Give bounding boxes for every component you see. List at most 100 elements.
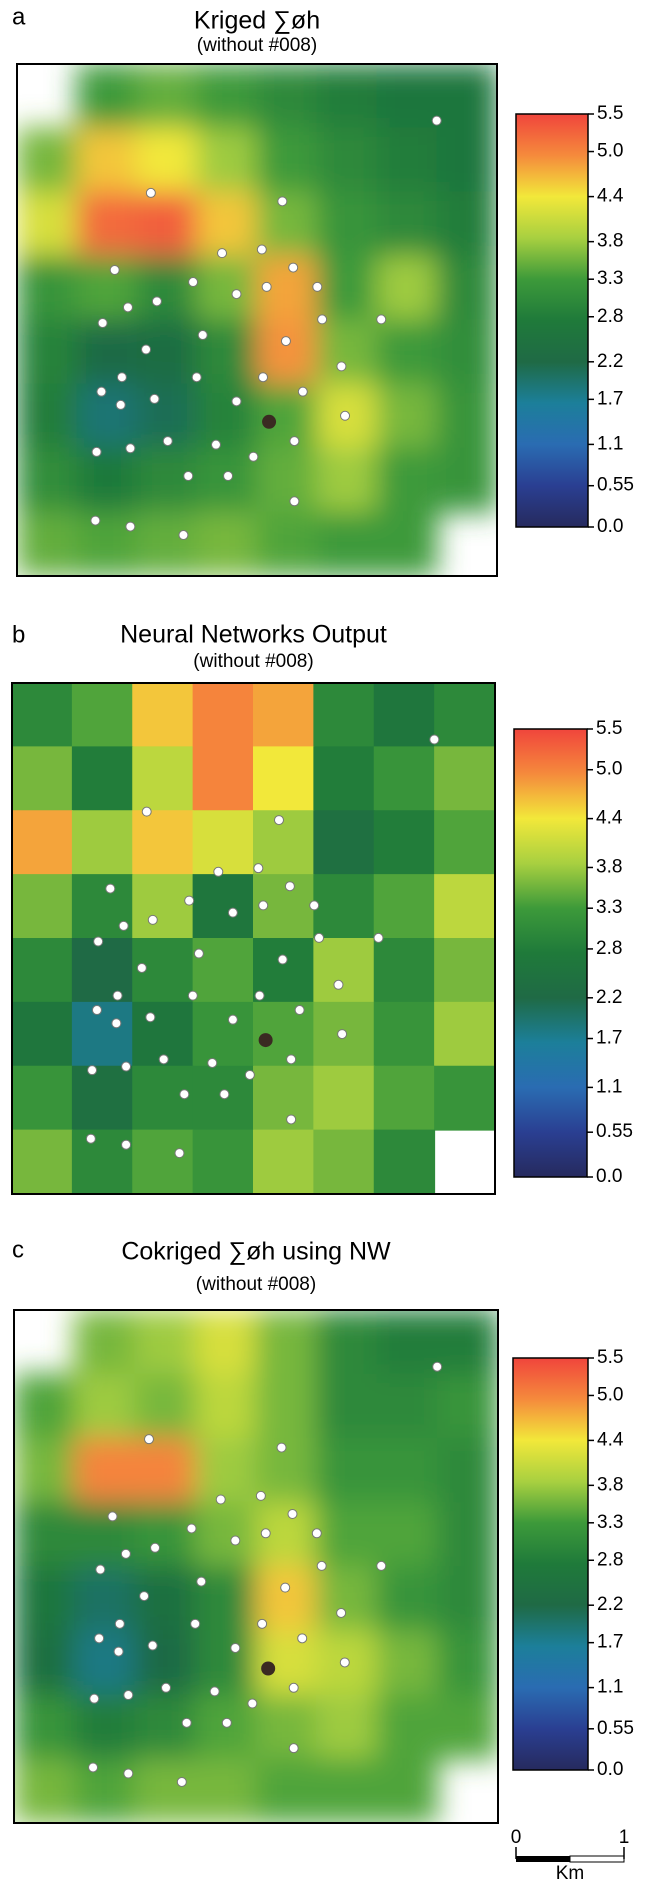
map-cell xyxy=(196,127,258,193)
map-cell xyxy=(192,746,254,812)
well xyxy=(105,883,116,894)
panel-label: b xyxy=(12,621,25,648)
well xyxy=(183,471,194,482)
map-cell xyxy=(192,1129,254,1194)
map-cell xyxy=(134,1373,196,1439)
well xyxy=(184,895,195,906)
map-cell xyxy=(14,1758,75,1823)
map-cell xyxy=(192,938,254,1003)
colorbar-tick-label: 3.3 xyxy=(597,268,623,289)
map-frame xyxy=(16,63,498,577)
map-cell xyxy=(437,1501,498,1567)
map-cell xyxy=(434,746,495,812)
map-cell xyxy=(136,64,198,129)
map-cell xyxy=(253,1065,315,1131)
map-cell xyxy=(376,1373,438,1439)
map-cell xyxy=(253,683,315,748)
well xyxy=(258,900,269,911)
colorbar-tick-label: 2.8 xyxy=(596,938,622,959)
map-cell xyxy=(313,683,375,748)
map-cell xyxy=(376,1566,438,1632)
well xyxy=(161,1682,172,1693)
well xyxy=(277,954,288,965)
colorbar-tick-label: 4.4 xyxy=(597,1429,624,1450)
map-cell xyxy=(71,810,134,876)
map-cell xyxy=(253,938,315,1003)
map-cell xyxy=(136,255,198,321)
map-cell xyxy=(376,255,438,321)
map-cell xyxy=(76,127,138,193)
well xyxy=(141,806,152,817)
map-cell xyxy=(253,746,315,812)
map-cell xyxy=(192,683,254,748)
well xyxy=(91,446,102,457)
map-cell xyxy=(76,447,138,513)
map-cell xyxy=(71,1129,134,1194)
map-cell xyxy=(132,746,194,812)
map-cell xyxy=(17,255,78,321)
map-cell xyxy=(12,938,73,1003)
well xyxy=(191,372,202,383)
map-cell xyxy=(196,255,258,321)
map-cell xyxy=(196,191,258,257)
map-cell xyxy=(434,1065,495,1131)
panel-title: Kriged ∑øh xyxy=(194,7,320,35)
map-cell xyxy=(196,511,258,576)
map-cell xyxy=(76,383,138,449)
well xyxy=(178,530,189,541)
well xyxy=(145,1012,156,1023)
well xyxy=(91,1005,102,1016)
map-cell xyxy=(17,511,78,576)
map-cell xyxy=(14,1437,75,1503)
map-cell xyxy=(74,1566,136,1632)
well xyxy=(193,948,204,959)
map-area xyxy=(12,683,495,1194)
well xyxy=(289,436,300,447)
well xyxy=(333,979,344,990)
well xyxy=(113,1646,124,1657)
map-cell xyxy=(376,1630,438,1696)
well xyxy=(158,1054,169,1065)
well xyxy=(221,1717,232,1728)
colorbar-tick-label: 1.7 xyxy=(597,1632,623,1653)
well xyxy=(209,1686,220,1697)
map-cell xyxy=(437,1437,498,1503)
map-cell xyxy=(76,511,138,576)
map-cell xyxy=(12,1001,73,1067)
map-cell xyxy=(14,1566,75,1632)
map-cell xyxy=(12,810,73,876)
map-cell xyxy=(74,1373,136,1439)
well xyxy=(174,1148,185,1159)
colorbar-tick-label: 3.8 xyxy=(596,856,622,877)
map-cell xyxy=(253,1129,315,1194)
map-cell xyxy=(136,191,198,257)
map-cell xyxy=(313,938,375,1003)
well xyxy=(123,1690,134,1701)
well xyxy=(114,1618,125,1629)
map-cell xyxy=(255,1758,317,1823)
well xyxy=(288,1743,299,1754)
map-cell xyxy=(192,1001,254,1067)
well-008 xyxy=(262,414,277,429)
colorbar-tick-label: 3.3 xyxy=(596,897,622,918)
well xyxy=(376,314,387,325)
well xyxy=(147,914,158,925)
colorbar-tick-label: 2.8 xyxy=(597,1549,623,1570)
colorbar-tick-label: 5.0 xyxy=(597,1384,623,1405)
map-cell xyxy=(74,1630,136,1696)
map-frame xyxy=(13,1309,499,1824)
well xyxy=(287,1508,298,1519)
map-cell xyxy=(376,383,438,449)
well xyxy=(286,1054,297,1065)
colorbar-tick-label: 0.55 xyxy=(597,1718,634,1739)
well xyxy=(280,1582,291,1593)
well xyxy=(288,1682,299,1693)
well xyxy=(340,410,351,421)
well xyxy=(309,900,320,911)
map-cell xyxy=(132,1129,194,1194)
well xyxy=(93,936,104,947)
map-cell xyxy=(196,319,258,385)
map-cell xyxy=(71,1065,134,1131)
well xyxy=(286,1114,297,1125)
